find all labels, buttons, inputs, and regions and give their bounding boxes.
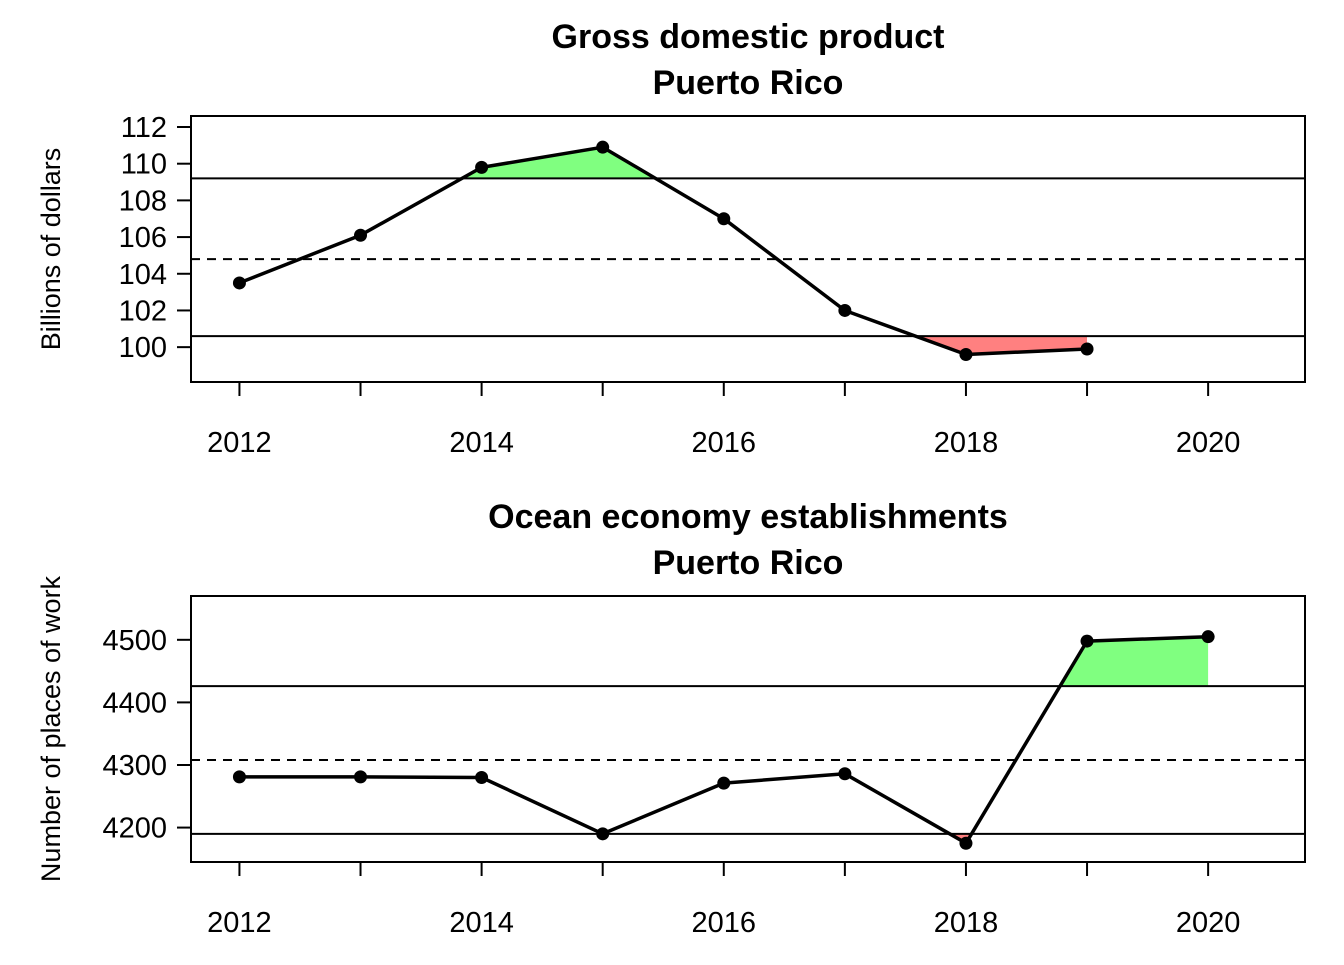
chart-title: Gross domestic product [552,18,945,56]
x-tick-label: 2018 [934,907,999,939]
y-tick-label: 106 [119,222,167,254]
x-tick-label: 2020 [1176,907,1241,939]
y-tick-label: 100 [119,332,167,364]
data-point [838,767,852,781]
data-point [838,303,852,317]
data-point [959,836,973,850]
x-tick-label: 2020 [1176,427,1241,459]
x-tick-label: 2014 [449,427,514,459]
data-point [1080,634,1094,648]
above-upper-area [1060,636,1209,687]
establishments-panel: Ocean economy establishments Puerto Rico N… [36,498,1306,939]
gdp-panel: Gross domestic product Puerto Rico Billion… [36,18,1306,459]
data-point [1201,630,1215,644]
data-point [717,212,731,226]
x-tick-label: 2014 [449,907,514,939]
data-point [959,347,973,361]
y-tick-label: 4200 [102,813,167,845]
plot-frame [190,595,1306,863]
y-tick-label: 104 [119,259,167,291]
data-point [475,160,489,174]
above-upper-area [462,147,656,179]
data-point [596,827,610,841]
x-tick-label: 2016 [692,427,757,459]
x-tick-label: 2018 [934,427,999,459]
data-point [1080,342,1094,356]
x-tick-label: 2012 [207,427,272,459]
y-axis-label: Billions of dollars [36,148,66,351]
x-tick-label: 2012 [207,907,272,939]
chart-subtitle: Puerto Rico [653,64,844,102]
data-point [354,770,368,784]
x-tick-label: 2016 [692,907,757,939]
plot-frame [190,115,1306,383]
data-point [717,776,731,790]
y-tick-label: 4500 [102,625,167,657]
chart-subtitle: Puerto Rico [653,544,844,582]
data-point [354,228,368,242]
y-tick-label: 110 [121,149,167,181]
data-point [475,771,489,785]
y-tick-label: 112 [121,112,167,144]
y-tick-label: 4300 [102,750,167,782]
y-tick-label: 4400 [102,687,167,719]
series-line [239,634,1209,845]
y-tick-label: 102 [119,295,167,327]
y-tick-label: 108 [119,185,167,217]
data-point [232,276,246,290]
series-line [238,145,1088,357]
y-axis-label: Number of places of work [36,575,66,882]
data-point [596,140,610,154]
chart-title: Ocean economy establishments [488,498,1008,536]
data-point [232,770,246,784]
